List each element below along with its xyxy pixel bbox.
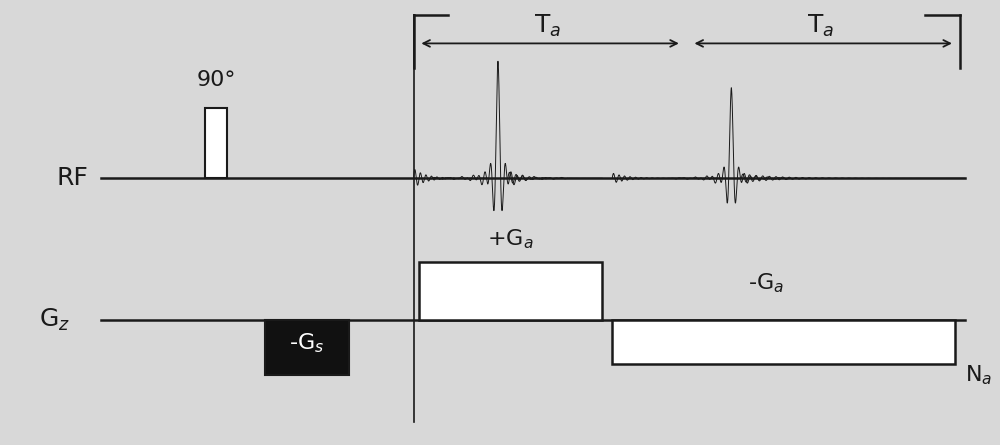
Text: T$_a$: T$_a$ — [534, 12, 561, 39]
Text: +G$_a$: +G$_a$ — [487, 228, 534, 251]
Text: N$_a$: N$_a$ — [965, 363, 992, 387]
Text: -G$_s$: -G$_s$ — [289, 331, 324, 355]
Bar — [612, 320, 955, 364]
Text: RF: RF — [56, 166, 88, 190]
Bar — [265, 320, 349, 375]
Bar — [205, 108, 227, 178]
Text: -G$_a$: -G$_a$ — [748, 272, 784, 295]
Text: T$_a$: T$_a$ — [807, 12, 834, 39]
Bar — [419, 262, 602, 320]
Text: G$_z$: G$_z$ — [39, 307, 70, 333]
Text: 90°: 90° — [196, 70, 236, 90]
